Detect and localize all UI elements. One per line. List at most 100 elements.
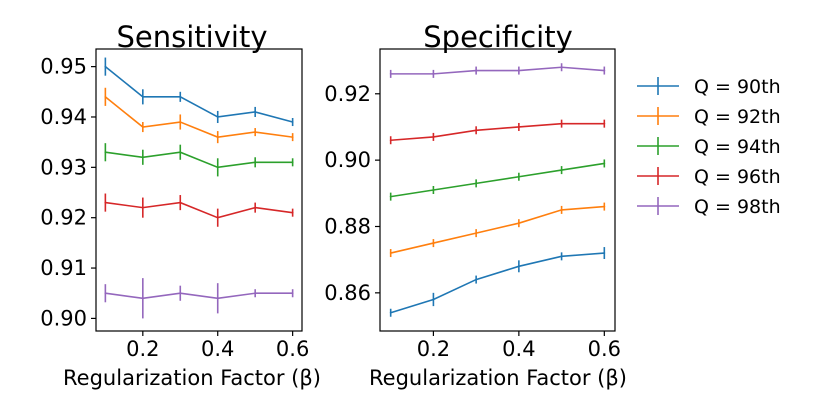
sensitivity-data-point: [216, 297, 219, 300]
sensitivity-data-point: [291, 136, 294, 139]
sensitivity-series-line-q98: [105, 292, 293, 300]
sensitivity-data-point: [179, 201, 182, 204]
sensitivity-data-point: [216, 136, 219, 139]
specificity-data-point: [389, 195, 392, 198]
specificity-data-point: [603, 205, 606, 208]
sensitivity-data-point: [141, 156, 144, 159]
specificity-series-line-q92: [390, 205, 605, 254]
specificity-data-point: [603, 252, 606, 254]
specificity-data-point: [560, 255, 563, 258]
specificity-data-point: [475, 232, 478, 235]
specificity-ytick-label: 0.86: [324, 281, 371, 305]
specificity-series-line-q90: [390, 252, 605, 314]
specificity-ytick-label: 0.88: [324, 214, 371, 238]
specificity-data-point: [475, 69, 478, 72]
specificity-data-point: [560, 66, 563, 69]
sensitivity-data-point: [254, 292, 257, 295]
specificity-data-point: [475, 278, 478, 281]
specificity-data-point: [432, 72, 435, 75]
specificity-axes-frame: [379, 48, 616, 332]
sensitivity-ytick-label: 0.93: [40, 155, 87, 179]
sensitivity-panel: Sensitivity Regularization Factor (β) 0.…: [40, 20, 321, 390]
sensitivity-data-point: [291, 292, 294, 295]
sensitivity-data-point: [104, 151, 107, 154]
sensitivity-data-point: [141, 126, 144, 128]
sensitivity-ytick-label: 0.95: [40, 55, 87, 79]
sensitivity-series-line-q94: [105, 151, 293, 169]
sensitivity-data-point: [216, 166, 219, 169]
specificity-series-line-q96: [390, 122, 605, 142]
specificity-data-point: [517, 222, 520, 225]
specificity-data-point: [603, 69, 606, 72]
sensitivity-data-point: [104, 292, 107, 295]
specificity-data-point: [432, 189, 435, 191]
specificity-ytick-label: 0.90: [324, 148, 371, 172]
sensitivity-series-line-q90: [104, 66, 293, 123]
legend-label: Q = 94th: [694, 136, 781, 158]
specificity-data-point: [432, 136, 435, 138]
sensitivity-ytick-label: 0.92: [40, 206, 87, 230]
specificity-data-point: [517, 69, 520, 72]
specificity-title: Specificity: [423, 20, 572, 54]
specificity-data-point: [560, 169, 563, 171]
specificity-data-point: [517, 126, 520, 128]
specificity-data-point: [475, 129, 478, 132]
specificity-xtick-label: 0.4: [502, 337, 535, 361]
specificity-data-point: [389, 72, 392, 75]
specificity-data-point: [432, 242, 435, 244]
specificity-data-point: [517, 265, 520, 268]
specificity-data-point: [603, 162, 606, 165]
specificity-data-point: [389, 311, 392, 314]
specificity-data-point: [603, 122, 606, 125]
specificity-data-point: [475, 182, 478, 185]
sensitivity-plot-area: 0.2 0.4 0.6 0.90 0.91 0.92 0.93 0.94 0.95: [40, 55, 309, 361]
specificity-data-point: [560, 209, 563, 211]
legend-label: Q = 96th: [694, 166, 781, 188]
specificity-data-point: [389, 139, 392, 142]
specificity-plot-area: 0.2 0.4 0.6 0.86 0.88 0.90 0.92: [324, 63, 621, 361]
sensitivity-data-point: [104, 65, 107, 68]
sensitivity-data-point: [216, 116, 219, 118]
specificity-data-point: [389, 252, 392, 254]
specificity-data-point: [432, 298, 435, 301]
specificity-panel: Specificity Regularization Factor (β) 0.…: [324, 20, 627, 390]
sensitivity-data-point: [141, 95, 144, 98]
specificity-ytick-label: 0.92: [324, 82, 371, 106]
sensitivity-data-point: [104, 201, 107, 204]
sensitivity-data-point: [291, 211, 294, 214]
sensitivity-series-line-q92: [104, 96, 293, 138]
sensitivity-xtick-label: 0.4: [201, 337, 234, 361]
specificity-data-point: [517, 175, 520, 178]
legend-label: Q = 92th: [694, 106, 781, 128]
specificity-xlabel: Regularization Factor (β): [369, 366, 627, 390]
sensitivity-ytick-label: 0.90: [40, 306, 87, 330]
specificity-xtick-label: 0.2: [417, 337, 450, 361]
sensitivity-ytick-label: 0.94: [40, 105, 87, 129]
sensitivity-xtick-label: 0.2: [126, 337, 159, 361]
sensitivity-ytick-label: 0.91: [40, 256, 87, 280]
sensitivity-data-point: [254, 161, 257, 164]
sensitivity-data-point: [179, 95, 182, 98]
sensitivity-data-point: [254, 206, 257, 209]
sensitivity-data-point: [216, 216, 219, 219]
specificity-series-line-q98: [390, 66, 605, 75]
legend-label: Q = 90th: [694, 76, 781, 98]
sensitivity-data-point: [291, 161, 294, 164]
sensitivity-data-point: [254, 131, 257, 133]
specificity-series-line-q94: [390, 162, 605, 198]
specificity-xtick-label: 0.6: [588, 337, 621, 361]
sensitivity-data-point: [141, 297, 144, 300]
sensitivity-data-point: [179, 121, 182, 123]
sensitivity-data-point: [179, 151, 182, 154]
specificity-data-point: [560, 122, 563, 125]
sensitivity-data-point: [179, 292, 182, 295]
legend-label: Q = 98th: [694, 196, 781, 218]
sensitivity-data-point: [104, 95, 107, 98]
sensitivity-axes-frame: [95, 48, 303, 332]
legend: Q = 90th Q = 92th Q = 94th Q = 96th Q = 98th: [637, 76, 781, 218]
sensitivity-title: Sensitivity: [117, 20, 268, 54]
sensitivity-data-point: [141, 206, 144, 209]
sensitivity-series-line-q96: [105, 201, 293, 219]
sensitivity-xtick-label: 0.6: [276, 337, 309, 361]
